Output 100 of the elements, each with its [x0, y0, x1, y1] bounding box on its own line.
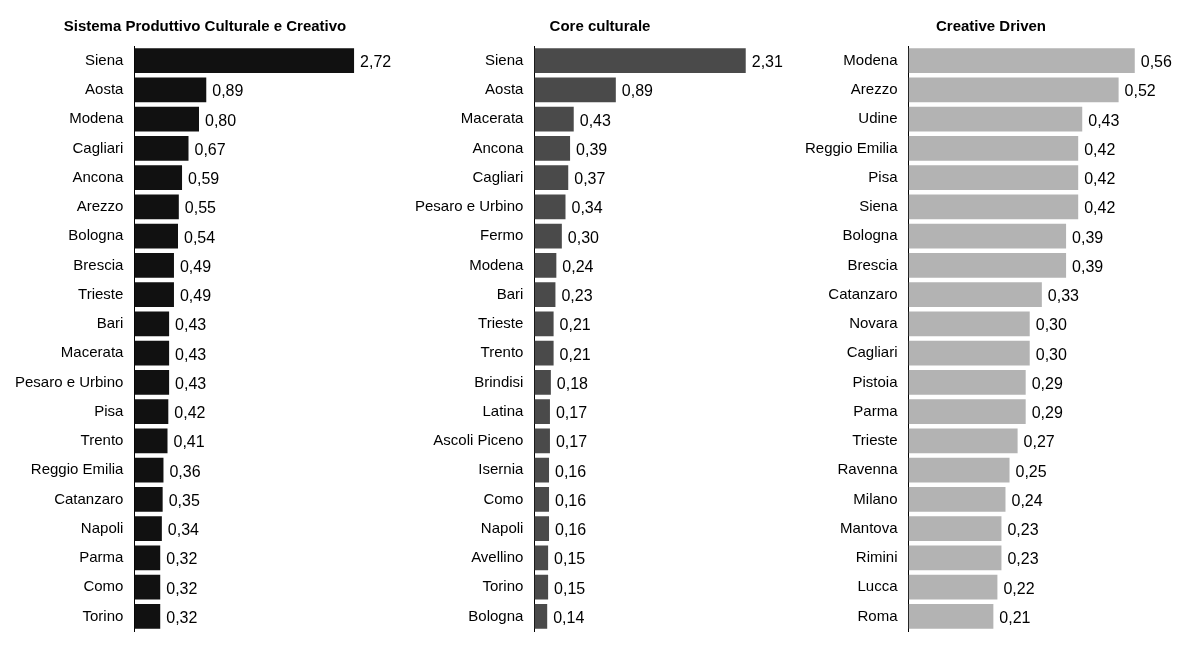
y-tick-label: Brescia: [847, 255, 899, 273]
data-label: 0,43: [1088, 111, 1120, 129]
y-tick-label: Catanzaro: [54, 489, 124, 507]
bar: [534, 457, 550, 483]
data-label: 0,23: [1007, 521, 1039, 539]
y-tick-label: Trieste: [852, 431, 898, 449]
data-label: 0,16: [555, 462, 587, 480]
y-tick-label: Trento: [480, 343, 524, 361]
data-label: 0,54: [184, 228, 216, 246]
bar: [134, 486, 163, 512]
bar: [908, 135, 1079, 161]
data-label: 0,32: [166, 579, 198, 597]
bar: [134, 135, 189, 161]
y-tick-label: Avellino: [471, 548, 524, 566]
y-tick-label: Modena: [69, 109, 125, 127]
chart-title: Sistema Produttivo Culturale e Creativo: [63, 17, 347, 35]
bar: [908, 106, 1083, 132]
bar: [534, 252, 557, 278]
bar: [534, 399, 550, 425]
y-tick-label: Lucca: [857, 577, 899, 595]
y-tick-label: Catanzaro: [828, 284, 898, 302]
y-tick-label: Parma: [853, 401, 899, 419]
data-label: 0,21: [559, 316, 591, 334]
data-label: 0,32: [166, 608, 198, 626]
y-tick-label: Macerata: [60, 343, 125, 361]
y-tick-label: Novara: [849, 314, 899, 332]
bar: [908, 457, 1010, 483]
data-label: 0,16: [555, 491, 587, 509]
y-tick-label: Arezzo: [76, 197, 124, 215]
y-tick-label: Reggio Emilia: [30, 460, 125, 478]
bar: [534, 311, 554, 337]
bar: [908, 340, 1030, 366]
y-tick-label: Trento: [80, 431, 124, 449]
bar: [908, 516, 1002, 542]
bar: [908, 223, 1067, 249]
y-tick-label: Bari: [496, 284, 524, 302]
y-tick-label: Pesaro e Urbino: [414, 197, 524, 215]
data-label: 0,32: [166, 550, 198, 568]
bar: [534, 516, 550, 542]
data-label: 0,23: [1007, 550, 1039, 568]
data-label: 0,42: [174, 404, 206, 422]
y-tick-label: Pisa: [94, 401, 125, 419]
y-tick-label: Fermo: [480, 226, 524, 244]
y-tick-label: Isernia: [478, 460, 525, 478]
bar: [908, 48, 1135, 74]
data-label: 0,89: [621, 82, 654, 100]
y-tick-label: Roma: [857, 606, 899, 624]
data-label: 0,18: [556, 374, 589, 392]
data-label: 0,43: [175, 316, 207, 334]
y-tick-label: Arezzo: [850, 80, 898, 98]
y-tick-label: Brescia: [73, 255, 125, 273]
bar: [908, 574, 998, 600]
bar: [134, 311, 170, 337]
y-tick-label: Torino: [82, 606, 124, 624]
y-tick-label: Napoli: [480, 518, 524, 536]
bar: [134, 369, 170, 395]
bar: [534, 340, 554, 366]
y-tick-label: Pistoia: [852, 372, 899, 390]
y-tick-label: Como: [483, 489, 524, 507]
data-label: 0,80: [205, 111, 237, 129]
bar: [134, 428, 168, 454]
bar: [534, 428, 550, 454]
y-tick-label: Pesaro e Urbino: [14, 372, 124, 390]
bar: [908, 311, 1030, 337]
bar: [534, 486, 550, 512]
data-label: 0,56: [1140, 53, 1172, 71]
y-tick-label: Siena: [859, 197, 899, 215]
bar: [134, 545, 161, 571]
bar: [134, 194, 179, 220]
bar: [134, 223, 178, 249]
y-tick-label: Trieste: [78, 284, 124, 302]
data-label: 0,43: [175, 374, 207, 392]
data-label: 0,17: [555, 433, 588, 451]
bar: [134, 457, 164, 483]
bar: [134, 574, 161, 600]
bar: [134, 340, 170, 366]
bar: [908, 603, 994, 629]
data-label: 0,33: [1047, 287, 1080, 305]
data-label: 0,43: [579, 111, 611, 129]
data-label: 0,67: [194, 140, 226, 158]
data-label: 0,59: [188, 170, 220, 188]
data-label: 0,23: [561, 287, 593, 305]
y-tick-label: Parma: [79, 548, 125, 566]
data-label: 0,21: [999, 608, 1031, 626]
y-tick-label: Modena: [469, 255, 525, 273]
y-tick-label: Latina: [482, 401, 525, 419]
bar: [908, 486, 1006, 512]
y-tick-label: Reggio Emilia: [804, 138, 899, 156]
bar: [134, 603, 161, 629]
y-tick-label: Cagliari: [472, 167, 524, 185]
data-label: 0,55: [184, 199, 217, 217]
y-tick-label: Bologna: [468, 606, 525, 624]
y-tick-label: Bologna: [68, 226, 125, 244]
bar: [908, 252, 1067, 278]
y-tick-label: Aosta: [485, 80, 525, 98]
bar: [134, 399, 169, 425]
y-tick-label: Udine: [858, 109, 898, 127]
data-label: 0,16: [555, 521, 587, 539]
bar: [134, 77, 207, 103]
data-label: 0,14: [553, 608, 585, 626]
